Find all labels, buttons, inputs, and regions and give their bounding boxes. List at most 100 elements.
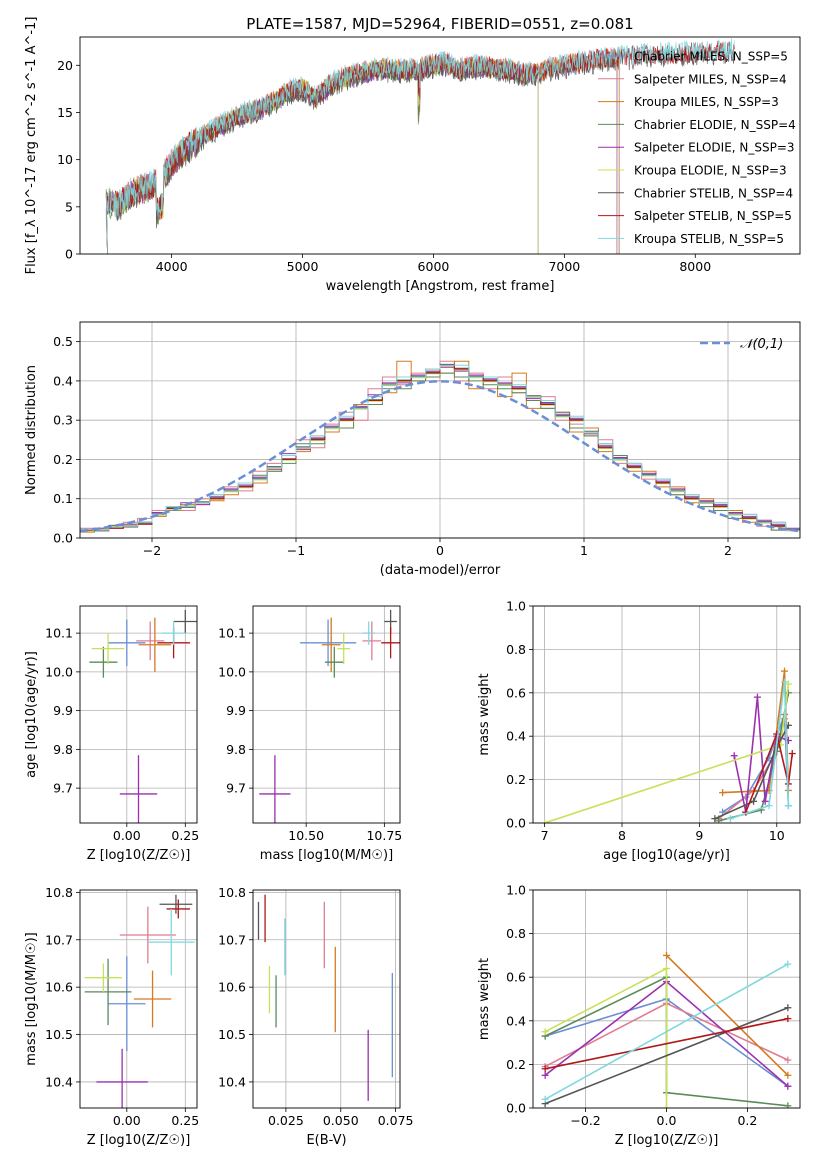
data-point bbox=[96, 1048, 148, 1108]
y-tick-label: 0.6 bbox=[506, 970, 526, 985]
figure-title: PLATE=1587, MJD=52964, FIBERID=0551, z=0… bbox=[246, 15, 633, 33]
y-tick-label: 0.0 bbox=[506, 1101, 526, 1116]
x-tick-label: 10 bbox=[769, 828, 785, 843]
y-tick-label: 15 bbox=[57, 105, 73, 120]
data-point bbox=[138, 617, 172, 672]
x-tick-label: 10.75 bbox=[366, 828, 402, 843]
x-tick-label: 0.25 bbox=[171, 1113, 199, 1128]
x-tick-label: 8 bbox=[618, 828, 626, 843]
weight-series-line bbox=[733, 697, 789, 813]
y-tick-label: 0.4 bbox=[506, 729, 526, 744]
x-tick-label: 0.2 bbox=[737, 1113, 757, 1128]
weight-lines bbox=[541, 951, 792, 1108]
weight-series-line bbox=[544, 1006, 789, 1105]
axes-frame bbox=[79, 36, 801, 255]
y-tick-label: 0.0 bbox=[53, 531, 73, 546]
weight-marker bbox=[730, 752, 738, 760]
data-point bbox=[136, 621, 165, 661]
x-tick-label: 0 bbox=[436, 543, 444, 558]
y-tick-label: 5 bbox=[65, 199, 73, 214]
y-tick-label: 10.7 bbox=[218, 932, 246, 947]
data-point bbox=[84, 963, 123, 992]
x-tick-label: 0.25 bbox=[171, 828, 199, 843]
mass-vs-Z-plot: 0.00 0.25 10.4 10.5 10.6 10.7 10.8 Z [log10(Z/Z… bbox=[24, 885, 199, 1148]
data-point bbox=[362, 621, 375, 645]
y-tick-label: 10.8 bbox=[45, 885, 73, 900]
y-tick-label: 10.4 bbox=[45, 1074, 73, 1089]
spectrum-series-line bbox=[105, 38, 735, 254]
weight-marker bbox=[753, 693, 761, 701]
data-point bbox=[89, 646, 118, 678]
axes-frame bbox=[252, 889, 401, 1109]
weight-marker bbox=[541, 1071, 549, 1079]
weight-marker bbox=[784, 1056, 792, 1064]
data-point bbox=[108, 956, 146, 1052]
y-tick-label: 0.3 bbox=[53, 413, 73, 428]
y-tick-label: 10.4 bbox=[218, 1074, 246, 1089]
y-tick-label: 9.7 bbox=[53, 781, 73, 796]
weight-marker bbox=[541, 1095, 549, 1103]
weight-marker bbox=[784, 1015, 792, 1023]
legend-label: Kroupa STELIB, N_SSP=5 bbox=[634, 232, 784, 246]
x-tick-label: −1 bbox=[287, 543, 305, 558]
axes-frame bbox=[252, 605, 401, 824]
weight-marker bbox=[788, 750, 796, 758]
x-tick-label: 0.00 bbox=[113, 1113, 141, 1128]
x-tick-label: 6000 bbox=[418, 259, 450, 274]
y-axis-label: age [log10(age/yr)] bbox=[24, 651, 39, 778]
y-tick-label: 10.6 bbox=[218, 980, 246, 995]
x-axis-label: Z [log10(Z/Z☉)] bbox=[87, 1133, 191, 1148]
weight-series-line bbox=[544, 1017, 789, 1070]
data-point bbox=[161, 621, 186, 645]
legend-label: Salpeter ELODIE, N_SSP=3 bbox=[634, 141, 795, 155]
data-point bbox=[84, 958, 132, 1026]
spectrum-plot: 4000 5000 6000 7000 8000 0 5 10 15 20 wavelength [… bbox=[24, 17, 801, 294]
weight-marker bbox=[781, 667, 789, 675]
weight-marker bbox=[719, 789, 727, 797]
y-tick-label: 10.5 bbox=[45, 1027, 73, 1042]
y-tick-label: 0.0 bbox=[506, 816, 526, 831]
legend-label: Kroupa ELODIE, N_SSP=3 bbox=[634, 164, 787, 178]
y-tick-label: 9.8 bbox=[53, 742, 73, 757]
x-tick-label: 7000 bbox=[548, 259, 580, 274]
data-point bbox=[299, 619, 357, 667]
data-point bbox=[159, 894, 193, 914]
errorbars bbox=[89, 609, 197, 823]
errorbars bbox=[257, 894, 393, 1101]
legend-label: Kroupa MILES, N_SSP=3 bbox=[634, 95, 779, 109]
histogram-lines bbox=[80, 360, 800, 533]
weight-marker bbox=[784, 1102, 792, 1108]
y-tick-label: 10.1 bbox=[45, 626, 73, 641]
grid bbox=[253, 890, 400, 1108]
x-tick-label: 9 bbox=[695, 828, 703, 843]
x-tick-label: 2 bbox=[724, 543, 732, 558]
x-axis-label: Z [log10(Z/Z☉)] bbox=[615, 1133, 719, 1148]
y-tick-label: 0.8 bbox=[506, 926, 526, 941]
data-point bbox=[166, 899, 190, 919]
data-point bbox=[119, 906, 176, 964]
x-tick-label: 7 bbox=[541, 828, 549, 843]
y-tick-label: 10.1 bbox=[218, 626, 246, 641]
data-point bbox=[108, 619, 146, 667]
weight-marker bbox=[715, 817, 723, 823]
x-axis-label: (data-model)/error bbox=[380, 563, 501, 578]
y-tick-label: 10.8 bbox=[218, 885, 246, 900]
x-axis-label: Z [log10(Z/Z☉)] bbox=[87, 848, 191, 863]
y-tick-label: 0.6 bbox=[506, 685, 526, 700]
y-tick-label: 1.0 bbox=[506, 599, 526, 614]
x-axis-label: mass [log10(M/M☉)] bbox=[260, 848, 393, 863]
weight-marker bbox=[541, 1065, 549, 1073]
weight-marker bbox=[765, 802, 773, 810]
y-tick-label: 9.9 bbox=[226, 703, 246, 718]
weight-series-line bbox=[544, 963, 789, 1100]
errorbars bbox=[259, 609, 400, 823]
axes-frame bbox=[79, 889, 198, 1109]
x-tick-label: 0.075 bbox=[378, 1113, 414, 1128]
y-tick-label: 10.0 bbox=[45, 664, 73, 679]
x-tick-label: 0.0 bbox=[657, 1113, 677, 1128]
weight-marker bbox=[541, 1028, 549, 1036]
weight-marker bbox=[784, 1071, 792, 1079]
weight-series-line bbox=[544, 967, 668, 1108]
x-tick-label: −2 bbox=[143, 543, 161, 558]
